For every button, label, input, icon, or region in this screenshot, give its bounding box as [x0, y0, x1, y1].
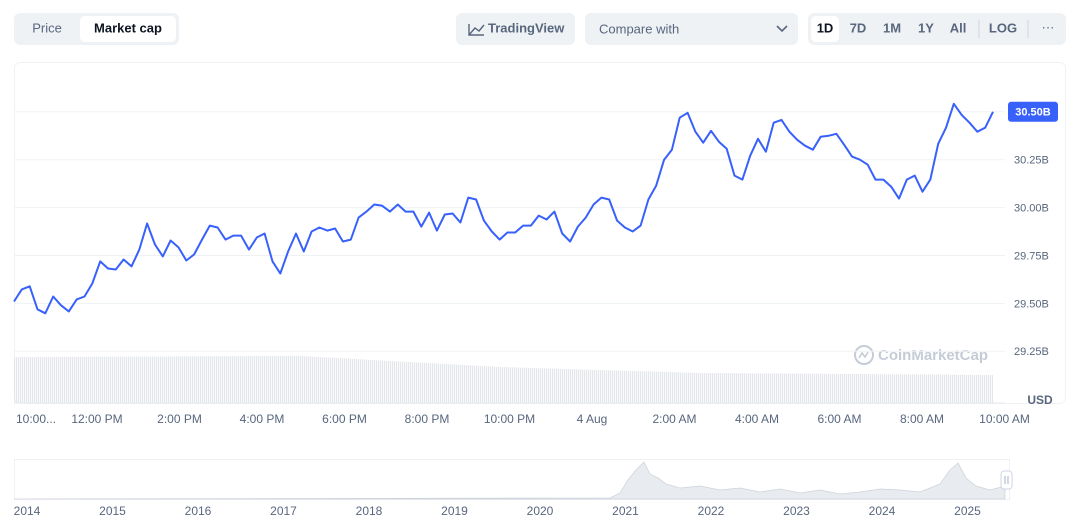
- icon: [468, 24, 485, 36]
- navigator-year: 2023: [783, 504, 810, 518]
- x-tick-label: 6:00 PM: [322, 412, 367, 426]
- navigator-year: 2014: [14, 504, 41, 518]
- y-tick-label: 30.00B: [1014, 203, 1049, 215]
- y-tick-label: 29.75B: [1014, 250, 1049, 262]
- navigator-year: 2024: [869, 504, 896, 518]
- x-tick-label: 2:00 AM: [652, 412, 696, 426]
- current-value-badge: [1008, 101, 1058, 122]
- navigator-year: 2019: [441, 504, 468, 518]
- watermark: CoinMarketCap: [878, 347, 988, 364]
- x-tick-label: 10:00 AM: [979, 412, 1030, 426]
- x-tick-label: 4:00 AM: [735, 412, 779, 426]
- navigator-year: 2015: [99, 504, 126, 518]
- navigator-year: 2016: [185, 504, 212, 518]
- tab-active: [80, 16, 176, 42]
- range-button[interactable]: 1M: [883, 20, 901, 35]
- x-tick-label: 2:00 PM: [157, 412, 202, 426]
- navigator-year: 2018: [356, 504, 383, 518]
- handle-grip: [1004, 476, 1009, 484]
- dropdown-label: Compare with: [599, 21, 679, 36]
- price-line: [13, 102, 994, 315]
- button-label: TradingView: [488, 20, 565, 35]
- x-tick-label: 12:00 PM: [71, 412, 122, 426]
- y-tick-label: 30.25B: [1014, 155, 1049, 167]
- range-group: [808, 13, 1066, 45]
- tradingview-button[interactable]: [456, 13, 575, 45]
- range-active: [811, 16, 839, 42]
- x-tick-label: 10:00...: [16, 412, 56, 426]
- x-tick-label: 4:00 PM: [240, 412, 285, 426]
- range-button[interactable]: 7D: [850, 20, 867, 35]
- tab[interactable]: Market cap: [94, 20, 162, 35]
- x-tick-label: 6:00 AM: [817, 412, 861, 426]
- navigator-year: 2020: [527, 504, 554, 518]
- log-button[interactable]: LOG: [989, 20, 1017, 35]
- x-tick-label: 10:00 PM: [484, 412, 535, 426]
- chevron: [776, 25, 788, 33]
- navigator-year: 2025: [954, 504, 981, 518]
- compare-dropdown[interactable]: [585, 13, 798, 45]
- range-button[interactable]: All: [950, 20, 967, 35]
- x-tick-label: 8:00 AM: [900, 412, 944, 426]
- y-tick-label: 29.50B: [1014, 298, 1049, 310]
- navigator-area: [13, 461, 1006, 500]
- volume-bars: [14, 356, 993, 403]
- range-button[interactable]: 1Y: [918, 20, 934, 35]
- watermark-logo: [854, 345, 874, 365]
- navigator-year: 2022: [698, 504, 725, 518]
- navigator-handle[interactable]: [1000, 470, 1013, 490]
- more-button[interactable]: ···: [1042, 19, 1055, 34]
- current-value-label: 30.50B: [1015, 107, 1051, 119]
- range-button[interactable]: 1D: [817, 20, 834, 35]
- watermark-logo: [858, 351, 869, 359]
- tab[interactable]: Price: [32, 20, 62, 35]
- x-tick-label: 4 Aug: [577, 412, 608, 426]
- y-tick-label: 29.25B: [1014, 346, 1049, 358]
- navigator-year: 2021: [612, 504, 639, 518]
- navigator-year: 2017: [270, 504, 297, 518]
- unit-label: USD: [1027, 393, 1053, 407]
- x-tick-label: 8:00 PM: [405, 412, 450, 426]
